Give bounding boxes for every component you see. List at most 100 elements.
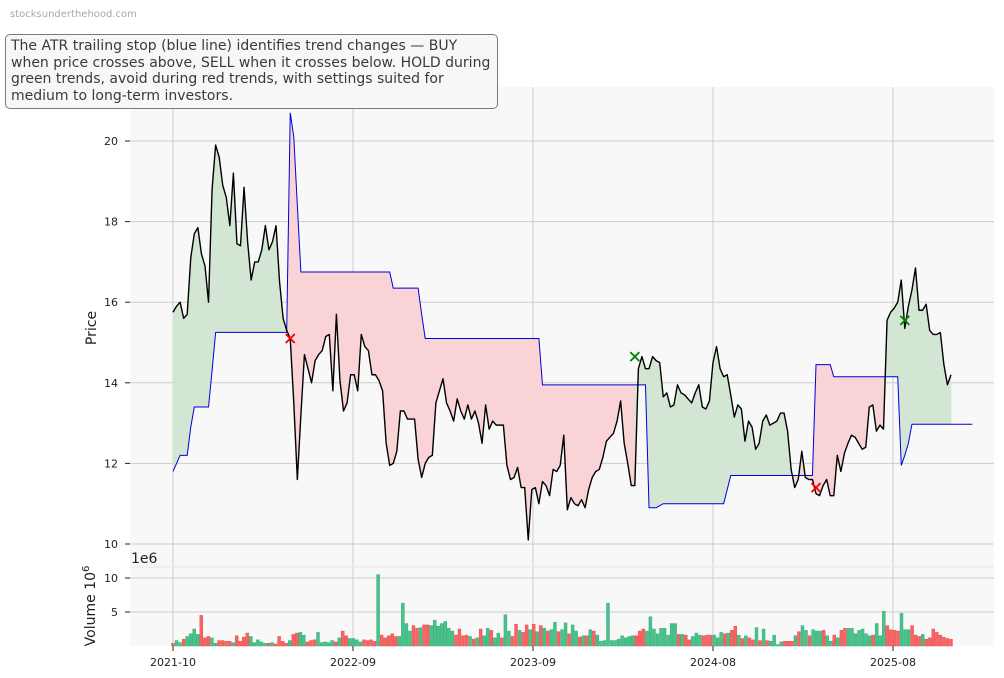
volume-bar-down [546, 630, 550, 647]
bull-trend-fill [172, 305, 177, 472]
volume-bar-down [786, 640, 791, 647]
bear-trend-fill [407, 287, 412, 420]
volume-bar-down [415, 628, 419, 647]
volume-bar-up [316, 632, 320, 647]
bull-trend-fill [911, 267, 916, 425]
volume-bar-down [457, 628, 462, 647]
volume-bar-down [500, 637, 504, 647]
volume-bar-down [556, 631, 561, 647]
bear-trend-fill [307, 271, 312, 383]
volume-bar-down [312, 639, 317, 647]
volume-bar-down [751, 639, 755, 647]
volume-bar-up [623, 637, 628, 647]
volume-bar-down [730, 630, 734, 647]
volume-bar-up [793, 635, 798, 647]
volume-bar-down [917, 636, 921, 647]
bear-trend-fill [325, 271, 330, 337]
volume-bar-down [369, 639, 373, 647]
bull-trend-fill [929, 329, 934, 425]
volume-bar-down [489, 630, 493, 647]
volume-bar-down [425, 624, 430, 647]
bear-trend-fill [858, 376, 863, 451]
volume-bar-up [609, 640, 614, 647]
bull-trend-fill [190, 233, 195, 428]
volume-bar-up [496, 632, 501, 647]
volume-bar-down [945, 638, 950, 647]
volume-bar-up [906, 629, 911, 647]
volume-bar-down [234, 635, 239, 647]
bull-trend-fill [893, 301, 899, 378]
volume-bar-up [507, 630, 511, 647]
bull-trend-fill [780, 412, 785, 476]
volume-bar-up [595, 634, 600, 647]
volume-bar-up [517, 630, 522, 647]
bull-trend-fill [712, 346, 717, 505]
bear-trend-fill [385, 271, 391, 466]
volume-bar-down [341, 630, 345, 647]
volume-bar-up [174, 640, 179, 647]
bear-trend-fill [471, 338, 476, 420]
volume-bar-down [913, 634, 918, 647]
volume-bar-up [213, 643, 218, 647]
bear-trend-fill [588, 384, 593, 490]
bear-trend-fill [314, 271, 319, 362]
x-tick-label: 2024-08 [690, 656, 736, 669]
volume-bar-down [885, 625, 890, 647]
volume-bar-down [454, 634, 458, 647]
volume-bar-down [217, 640, 221, 647]
volume-bar-down [740, 638, 745, 647]
marker-stroke [899, 315, 910, 326]
bear-trend-fill [446, 338, 451, 412]
bull-trend-fill [918, 309, 923, 425]
volume-bar-up [358, 641, 363, 647]
bear-trend-fill [400, 287, 405, 412]
volume-bar-up [319, 642, 324, 647]
volume-bar-down [372, 640, 377, 647]
bear-trend-fill [829, 364, 835, 496]
volume-bar-down [471, 638, 476, 647]
volume-bar-up [814, 630, 819, 647]
volume-bar-down [910, 625, 914, 647]
bear-trend-fill [350, 271, 355, 376]
volume-bar-down [277, 636, 281, 647]
volume-bar-up [726, 632, 730, 647]
sell-signal-marker [810, 482, 822, 493]
volume-bar-up [482, 635, 486, 647]
bear-trend-fill [844, 376, 849, 454]
volume-bar-up [447, 628, 451, 647]
volume-bar-down [171, 643, 175, 647]
volume-bar-up [737, 634, 741, 647]
volume-bar-up [613, 640, 617, 647]
bear-trend-fill [556, 384, 561, 473]
volume-bar-up [440, 623, 444, 647]
bull-trend-fill [680, 392, 685, 505]
bear-trend-fill [364, 271, 369, 352]
bear-trend-fill [510, 338, 515, 481]
marker-stroke [810, 482, 822, 493]
volume-bar-up [825, 635, 829, 647]
volume-bar-up [899, 613, 904, 647]
volume-bar-up [875, 623, 879, 647]
bear-trend-fill [552, 384, 557, 472]
volume-bar-down [510, 636, 515, 647]
volume-bar-down [783, 640, 787, 647]
bull-trend-fill [670, 404, 675, 505]
bear-trend-fill [819, 364, 824, 496]
volume-bar-up [355, 639, 359, 647]
bull-trend-fill [268, 241, 273, 333]
volume-bar-up [715, 637, 720, 647]
volume-bar-up [436, 626, 440, 647]
volume-bar-up [429, 625, 433, 647]
bear-trend-fill [417, 288, 422, 478]
volume-bar-down [521, 632, 525, 647]
bear-trend-fill [868, 376, 874, 408]
volume-bar-up [588, 629, 593, 647]
x-tick-label: 2021-10 [150, 656, 196, 669]
price-line [172, 144, 952, 541]
volume-bar-down [379, 634, 384, 647]
x-axis: 2021-10 2022-09 2023-09 2024-08 2025-08 [150, 646, 916, 669]
bear-trend-fill [567, 384, 572, 510]
volume-bar-up [450, 630, 455, 647]
bear-trend-fill [421, 314, 426, 478]
volume-bar-down [705, 634, 709, 647]
